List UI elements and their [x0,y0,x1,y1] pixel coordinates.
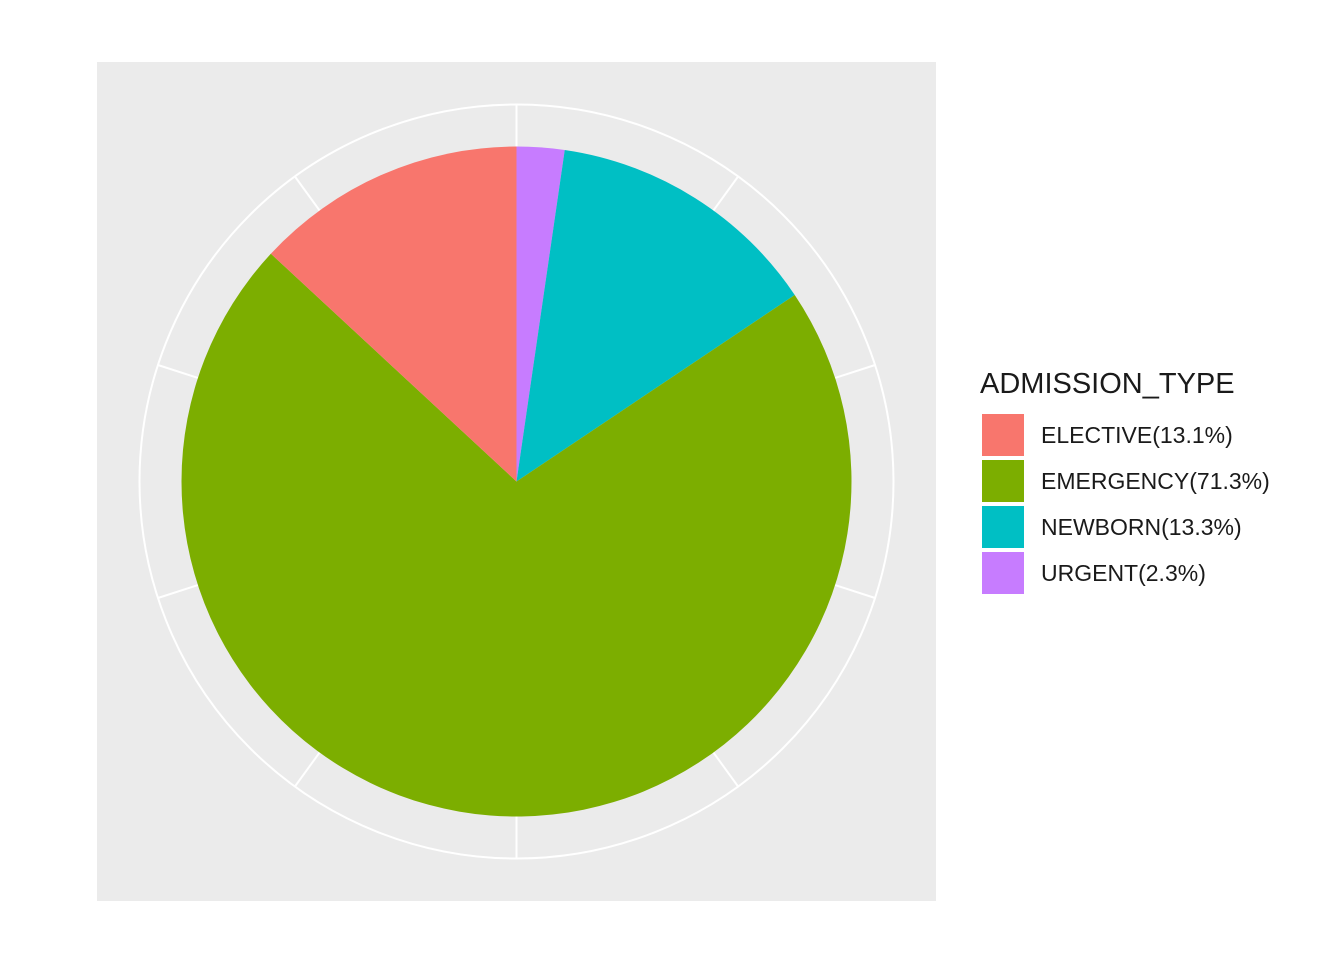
pie-slice-elective [270,146,517,482]
angular-grid-lines [157,104,876,859]
grid-tick-line [157,364,199,379]
pie-slice-urgent [516,146,565,482]
grid-tick-line [294,751,321,788]
grid-tick-line [712,751,739,788]
legend-label-elective: ELECTIVE(13.1%) [1041,422,1233,448]
legend-title: ADMISSION_TYPE [980,368,1235,400]
pie-slice-emergency [181,253,852,817]
legend-label-emergency: EMERGENCY(71.3%) [1041,468,1270,494]
legend-key-elective [982,414,1024,456]
legend-key-urgent [982,552,1024,594]
legend-key-emergency [982,460,1024,502]
grid-tick-line [712,175,739,212]
legend-key-newborn [982,506,1024,548]
legend: ADMISSION_TYPE ELECTIVE(13.1%) EMERGENCY(… [980,368,1270,594]
grid-tick-line [834,364,876,379]
grid-tick-line [294,175,321,212]
legend-label-newborn: NEWBORN(13.3%) [1041,514,1242,540]
pie-slice-newborn [516,149,795,482]
grid-tick-line [157,584,199,599]
grid-tick-line [834,584,876,599]
pie-slices [181,146,852,817]
legend-label-urgent: URGENT(2.3%) [1041,560,1206,586]
